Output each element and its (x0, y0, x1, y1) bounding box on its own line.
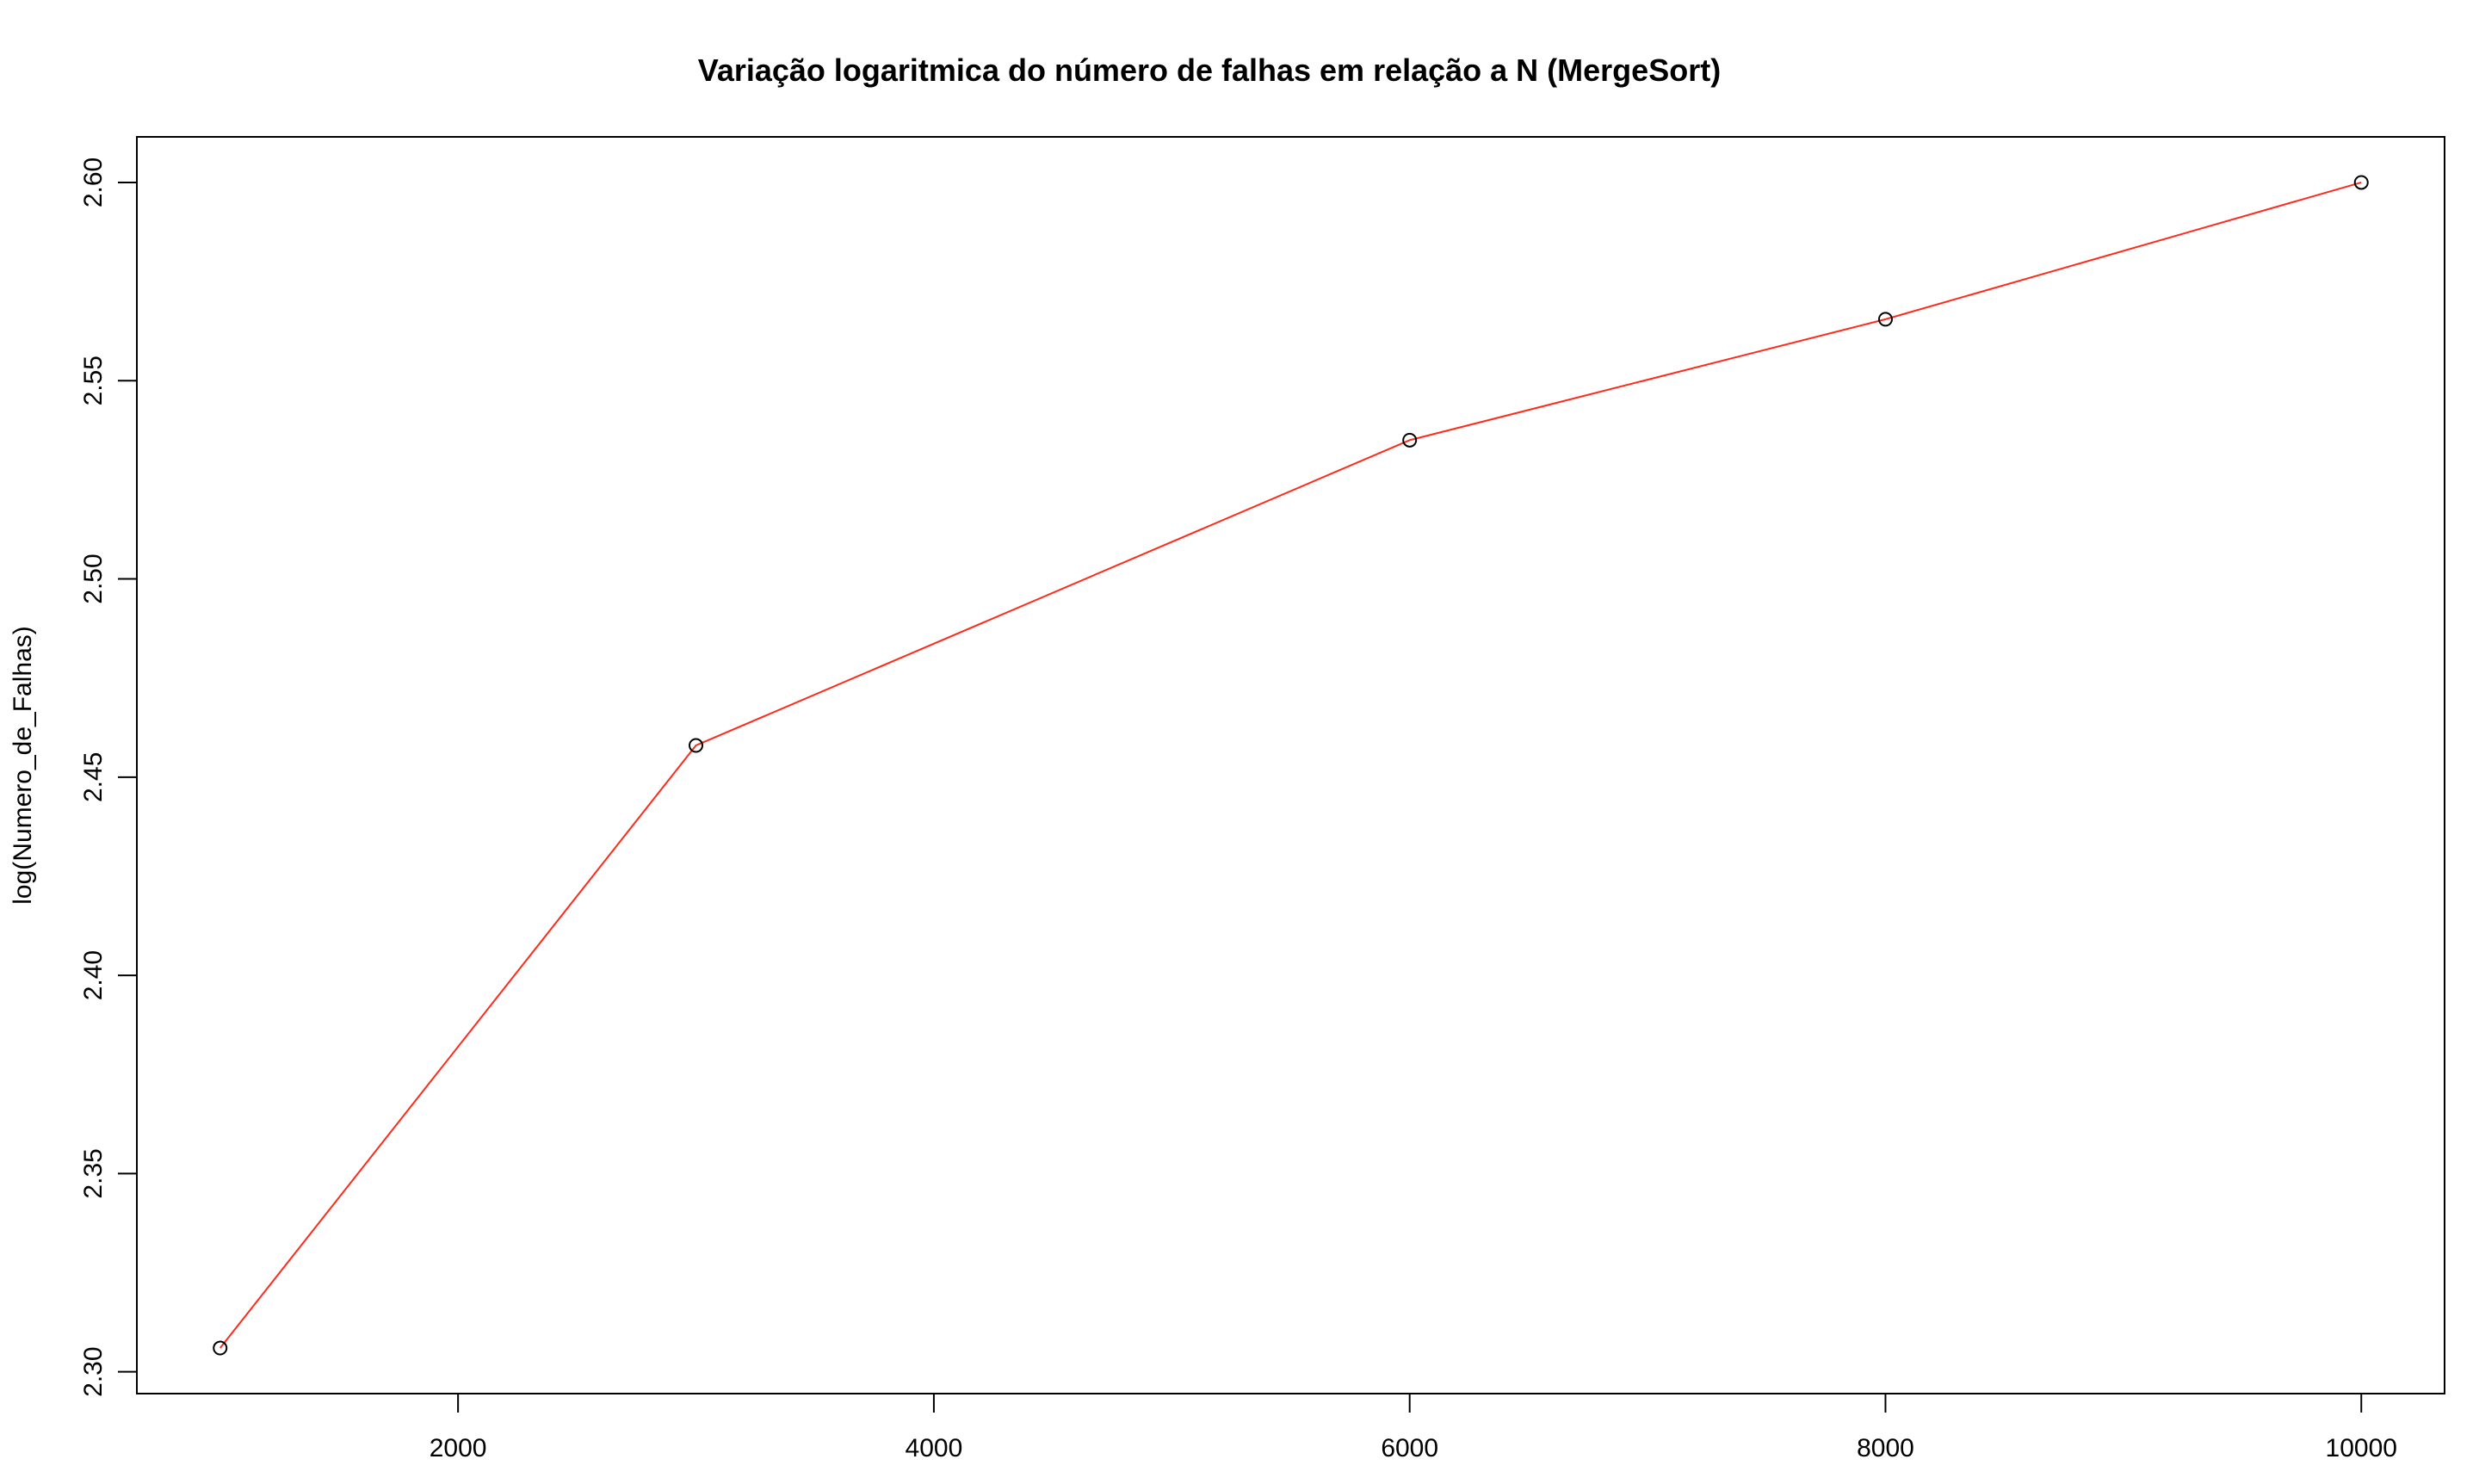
y-axis-label: log(Numero_de_Falhas) (9, 626, 37, 905)
data-point (2353, 175, 2369, 190)
x-tick-label: 6000 (1381, 1434, 1438, 1462)
data-point (1402, 432, 1418, 448)
chart-title: Variação logaritmica do número de falhas… (698, 53, 1721, 88)
y-tick-label: 2.50 (79, 553, 108, 603)
y-tick-label: 2.30 (79, 1346, 108, 1396)
series-layer (213, 175, 2369, 1356)
y-tick-label: 2.45 (79, 752, 108, 802)
series-line (219, 182, 2362, 1349)
data-point (213, 1340, 228, 1356)
y-tick-label: 2.60 (79, 158, 108, 207)
x-axis: 2000 4000 6000 8000 10000 (430, 1393, 2397, 1462)
y-tick-label: 2.40 (79, 950, 108, 1000)
x-tick-label: 2000 (430, 1434, 487, 1462)
x-tick-label: 10000 (2326, 1434, 2397, 1462)
data-point (1877, 312, 1893, 327)
x-tick-label: 8000 (1857, 1434, 1914, 1462)
y-tick-label: 2.35 (79, 1148, 108, 1198)
x-tick-label: 4000 (906, 1434, 963, 1462)
data-point (689, 738, 704, 753)
y-axis: 2.30 2.35 2.40 2.45 2.50 2.55 2.60 (79, 158, 138, 1397)
y-tick-label: 2.55 (79, 356, 108, 405)
